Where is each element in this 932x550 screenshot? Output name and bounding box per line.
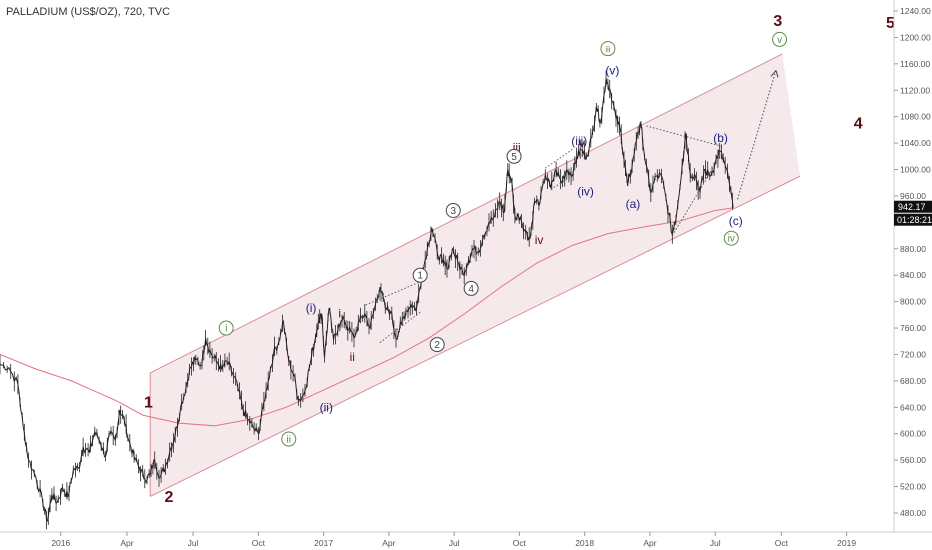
last-price-label: 942.17	[898, 202, 926, 212]
wave-label-circle	[218, 320, 234, 336]
wave-label: 4	[468, 284, 474, 295]
y-tick-label: 1200.00	[900, 32, 931, 42]
x-tick-label: Jul	[710, 538, 721, 548]
countdown-label: 01:28:21	[897, 215, 932, 225]
wave-label-circle	[600, 41, 616, 57]
y-tick-label: 560.00	[900, 455, 926, 465]
wave-label: iii	[513, 141, 521, 155]
wave-label: iv	[535, 233, 544, 247]
dotted-trendline	[646, 125, 723, 147]
projection-line	[737, 70, 777, 200]
wave-label: (ii)	[320, 400, 333, 414]
y-tick-label: 1080.00	[900, 112, 931, 122]
wave-label: (a)	[626, 197, 641, 211]
x-tick-label: Jul	[188, 538, 199, 548]
x-tick-label: Apr	[120, 538, 133, 548]
channel-fill	[150, 53, 801, 497]
moving-average-line	[0, 207, 734, 427]
wave-label-circle	[463, 280, 479, 296]
x-axis[interactable]: 2016 Apr Jul Oct 2017 Apr Jul Oct 2018 Apr Jul Oct 2…	[0, 531, 932, 548]
y-tick-label: 1040.00	[900, 138, 931, 148]
wave-label: (iii)	[571, 134, 587, 148]
x-tick-label: Oct	[252, 538, 266, 548]
moving-average-layer	[0, 207, 734, 427]
wave-label: 1	[417, 271, 423, 282]
chart-title: PALLADIUM (US$/OZ), 720, TVC	[6, 6, 171, 18]
wave-label: (c)	[729, 214, 743, 228]
y-tick-label: 640.00	[900, 402, 926, 412]
last-price-box	[894, 200, 932, 213]
projection-arrowhead	[770, 70, 779, 78]
wave-label: v	[579, 136, 585, 150]
y-tick-label: 680.00	[900, 376, 926, 386]
y-axis[interactable]: 480.00 520.00 560.00 600.00 640.00 680.00 720.…	[893, 0, 931, 532]
y-tick-label: 1120.00	[900, 85, 930, 95]
wave-label-circle	[445, 202, 461, 218]
x-tick-label: 2017	[314, 538, 333, 548]
wave-label-circle	[412, 267, 428, 283]
wave-label-circle	[506, 148, 522, 164]
wave-label: 5	[511, 152, 517, 163]
y-tick-label: 840.00	[900, 270, 926, 280]
x-tick-label: 2018	[575, 538, 594, 548]
wave-label: (iv)	[577, 184, 594, 198]
y-tick-label: 600.00	[900, 429, 926, 439]
wave-label: 2	[165, 489, 174, 506]
y-tick-label: 760.00	[900, 323, 926, 333]
wave-label: 4	[854, 116, 863, 133]
x-tick-label: 2019	[837, 538, 856, 548]
dotted-trendline	[545, 147, 575, 169]
wave-label: ii	[350, 350, 355, 364]
wave-label: v	[777, 35, 782, 46]
wave-label: ii	[287, 435, 291, 446]
wave-label-circle	[429, 337, 445, 353]
dotted-trendline	[671, 152, 723, 236]
y-tick-label: 480.00	[900, 508, 926, 518]
wave-label-circle	[772, 31, 788, 47]
wave-label: 5	[886, 15, 895, 32]
y-tick-label: 1240.00	[900, 6, 931, 16]
x-tick-label: Oct	[775, 538, 789, 548]
channel-upper-line	[149, 53, 783, 374]
x-tick-label: Oct	[513, 538, 527, 548]
wave-label-circle	[723, 230, 739, 246]
x-tick-label: Apr	[643, 538, 656, 548]
y-tick-label: 720.00	[900, 349, 926, 359]
wave-label: i	[338, 307, 341, 321]
dotted-trendline	[550, 175, 573, 190]
x-tick-label: Jul	[449, 538, 460, 548]
wave-label: iv	[728, 234, 735, 245]
price-layer	[0, 70, 734, 530]
wave-label: 3	[450, 206, 456, 217]
wave-label: (v)	[605, 63, 619, 77]
wave-label: 2	[434, 340, 440, 351]
wave-label: 1	[144, 394, 153, 411]
countdown-box	[894, 213, 932, 226]
x-tick-label: 2016	[51, 538, 70, 548]
channel-lower-line	[149, 175, 801, 497]
dotted-lines-layer	[365, 70, 779, 343]
y-tick-label: 800.00	[900, 297, 926, 307]
wave-label: 3	[773, 13, 782, 30]
wave-label-circle	[281, 431, 297, 447]
wave-label: i	[225, 324, 227, 335]
y-tick-label: 1000.00	[900, 165, 931, 175]
wave-label: iii	[605, 45, 611, 54]
dotted-trendline	[365, 281, 421, 306]
wave-label: (b)	[713, 131, 728, 145]
x-tick-label: Apr	[382, 538, 395, 548]
price-box: 942.17 01:28:21	[894, 200, 932, 226]
y-tick-label: 880.00	[900, 244, 926, 254]
channel-layer	[149, 53, 801, 497]
y-tick-label: 520.00	[900, 482, 926, 492]
wave-label: (i)	[306, 301, 317, 315]
y-tick-label: 1160.00	[900, 59, 930, 69]
wave-labels-layer: 12345iiiiiiivv(i)(ii)(iii)(iv)(v)(a)(b)(…	[144, 13, 895, 506]
y-tick-label: 960.00	[900, 191, 926, 201]
